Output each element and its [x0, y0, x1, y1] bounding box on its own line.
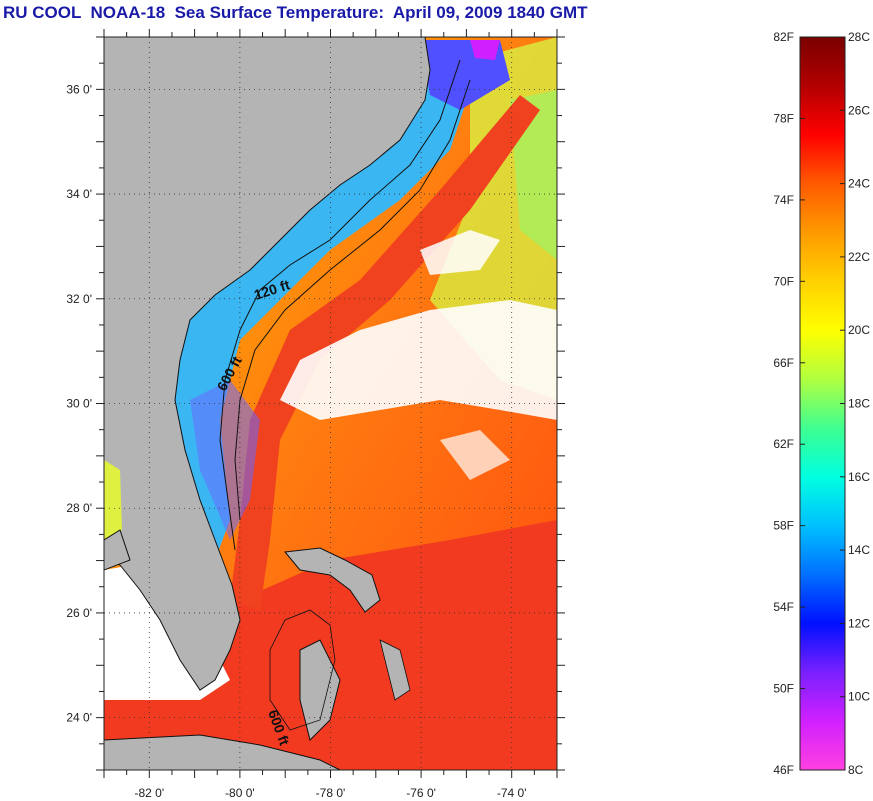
longitude-label: -76 0' [406, 786, 436, 800]
colorbar-fahrenheit-label: 46F [773, 763, 794, 777]
cloud-patch-2 [440, 430, 510, 480]
contour-600ft-bahamas [269, 609, 336, 731]
andros-island [299, 639, 341, 741]
colorbar-fahrenheit-label: 62F [773, 437, 794, 451]
longitude-label: -74 0' [497, 786, 527, 800]
colorbar-fahrenheit-label: 54F [773, 600, 794, 614]
fahrenheit-labels: 82F 78F 74F 70F 66F 62F 58F 54F 50F 46F [773, 30, 805, 777]
colorbar-fahrenheit-label: 66F [773, 356, 794, 370]
latitude-label: 34 0' [66, 187, 92, 201]
latitude-label: 30 0' [66, 397, 92, 411]
latitude-label: 36 0' [66, 82, 92, 96]
cloud-patch [420, 230, 500, 275]
celsius-labels: 28C 26C 24C 22C 20C 18C 16C 14C 12C 10C 8C [840, 30, 870, 777]
southern-warm-water [104, 520, 557, 770]
cuba [104, 734, 341, 770]
colorbar-celsius-label: 16C [848, 470, 870, 484]
longitude-labels: -82 0' -80 0' -78 0' -76 0' -74 0' [134, 786, 526, 800]
axis-ticks [96, 29, 565, 778]
colorbar-celsius-label: 12C [848, 616, 870, 630]
mixed-shelf-water [190, 380, 260, 540]
colorbar-celsius-label: 18C [848, 397, 870, 411]
latitude-labels: 36 0' 34 0' 32 0' 30 0' 28 0' 26 0' 24 0' [66, 82, 92, 724]
bahamas-north [284, 547, 381, 613]
colorbar-fahrenheit-label: 58F [773, 519, 794, 533]
longitude-label: -80 0' [225, 786, 255, 800]
grid-lines [104, 37, 557, 770]
colorbar-celsius-label: 14C [848, 543, 870, 557]
colorbar-celsius-label: 26C [848, 103, 870, 117]
map-title: RU COOL NOAA-18 Sea Surface Temperature:… [3, 3, 588, 22]
longitude-label: -82 0' [134, 786, 164, 800]
bahamas-east [379, 639, 411, 701]
latitude-label: 28 0' [66, 501, 92, 515]
colorbar-celsius-label: 10C [848, 690, 870, 704]
colorbar-celsius-label: 24C [848, 177, 870, 191]
colorbar-celsius-label: 22C [848, 250, 870, 264]
latitude-label: 32 0' [66, 292, 92, 306]
gulf-stream [230, 95, 540, 610]
contour-600ft [234, 79, 471, 521]
colorbar-fahrenheit-label: 82F [773, 30, 794, 44]
latitude-label: 24 0' [66, 711, 92, 725]
northern-coldest-water [470, 40, 500, 60]
colorbar-fahrenheit-label: 70F [773, 274, 794, 288]
shelf-cool-water [160, 80, 470, 560]
colorbar-celsius-label: 8C [848, 763, 864, 777]
longitude-label: -78 0' [316, 786, 346, 800]
gulf-coast-land [104, 529, 131, 571]
colorbar-fahrenheit-label: 74F [773, 193, 794, 207]
cloud-area [280, 300, 557, 420]
gulf-coast-water [104, 460, 122, 540]
us-landmass [104, 37, 431, 691]
colorbar-bar [799, 36, 846, 771]
contour-120ft [219, 59, 461, 551]
colorbar-celsius-label: 28C [848, 30, 870, 44]
latitude-label: 26 0' [66, 606, 92, 620]
colorbar-fahrenheit-label: 78F [773, 111, 794, 125]
colorbar-fahrenheit-label: 50F [773, 682, 794, 696]
colorbar-celsius-label: 20C [848, 323, 870, 337]
